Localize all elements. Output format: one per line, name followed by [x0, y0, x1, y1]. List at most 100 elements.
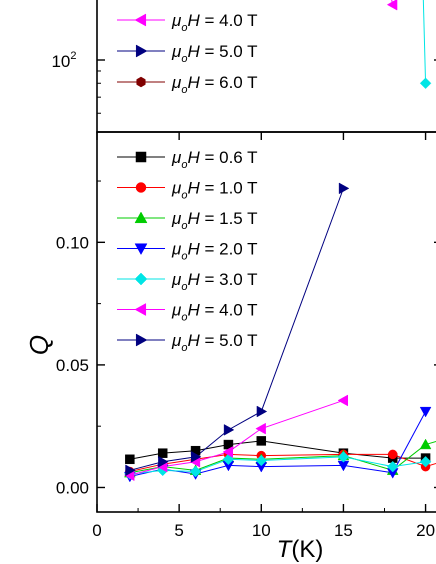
legend-label-2: μoH = 1.5 T: [171, 209, 258, 232]
x-tick-label-4: 20: [416, 521, 435, 540]
x-tick-label-3: 15: [334, 521, 353, 540]
mu-symbol: μ: [171, 331, 182, 350]
mu-symbol: μ: [171, 270, 182, 289]
field-symbol: H: [187, 179, 200, 198]
top-point-3-1: [419, 77, 432, 90]
field-symbol: H: [187, 73, 200, 92]
legend-marker-5: [134, 303, 147, 316]
legend-value: = 4.0 T: [200, 301, 258, 320]
legend-value: = 5.0 T: [200, 331, 258, 350]
legend-label-6: μoH = 5.0 T: [171, 331, 258, 354]
top-series-lines: [391, 0, 427, 84]
top-legend-label-2: μoH = 6.0 T: [171, 73, 258, 96]
mu-subscript: o: [181, 281, 187, 293]
series-line-3: [129, 411, 427, 477]
y-tick-label-2: 0.10: [56, 233, 89, 252]
legend-value: = 4.0 T: [200, 11, 258, 30]
field-symbol: H: [187, 11, 200, 30]
field-symbol: H: [187, 270, 200, 289]
series-line-0: [129, 440, 426, 460]
top-legend-marker-1: [135, 44, 148, 58]
data-point-4-6: [386, 460, 399, 473]
data-point-4-2: [189, 465, 202, 478]
mu-subscript: o: [181, 251, 187, 263]
legend-marker-2: [134, 211, 148, 224]
top-ytick-label-0: 102: [51, 50, 76, 71]
top-ytick-exponent: 2: [70, 50, 76, 62]
y-tick-label-0: 0.00: [56, 478, 89, 497]
mu-symbol: μ: [171, 240, 182, 259]
data-point-4-4: [255, 454, 268, 467]
data-point-6-4: [256, 405, 268, 418]
field-symbol: H: [187, 240, 200, 259]
data-point-3-7: [419, 406, 432, 418]
data-point-6-0: [125, 464, 136, 477]
mu-symbol: μ: [171, 209, 182, 228]
data-point-6-1: [158, 455, 169, 468]
legend-value: = 6.0 T: [200, 73, 258, 92]
mu-subscript: o: [181, 190, 187, 202]
mu-symbol: μ: [171, 42, 182, 61]
mu-symbol: μ: [171, 179, 182, 198]
mu-subscript: o: [181, 22, 187, 34]
legend-label-4: μoH = 3.0 T: [171, 270, 258, 293]
mu-subscript: o: [181, 220, 187, 232]
bottom-panel-frame: [96, 131, 436, 513]
legend-label-5: μoH = 4.0 T: [171, 301, 258, 324]
mu-symbol: μ: [171, 301, 182, 320]
data-point-5-3: [222, 446, 233, 458]
legend-value: = 2.0 T: [200, 240, 258, 259]
top-y-ticks: 102: [51, 50, 436, 114]
mu-symbol: μ: [171, 11, 182, 30]
top-point-0-1: [386, 0, 398, 11]
x-axis-label-symbol: T: [277, 536, 294, 563]
field-symbol: H: [187, 209, 200, 228]
top-legend-label-1: μoH = 5.0 T: [171, 42, 258, 65]
data-point-0-0: [125, 454, 135, 465]
legend-value: = 1.0 T: [200, 179, 258, 198]
field-symbol: H: [187, 148, 200, 167]
data-point-2-7: [419, 438, 432, 450]
top-legend-label-0: μoH = 4.0 T: [171, 11, 258, 34]
data-point-0-1: [157, 448, 168, 458]
series-line-5: [129, 399, 344, 476]
mu-subscript: o: [181, 159, 187, 171]
legend-value: = 3.0 T: [200, 270, 258, 289]
y-tick-label-1: 0.05: [56, 356, 89, 375]
data-point-6-3: [223, 424, 235, 436]
mu-subscript: o: [181, 84, 187, 96]
data-point-1-6: [387, 449, 398, 460]
mu-symbol: μ: [171, 148, 182, 167]
x-axis-label-unit: (K): [291, 536, 323, 563]
legend-label-0: μoH = 0.6 T: [171, 148, 258, 171]
mu-symbol: μ: [171, 73, 182, 92]
data-point-6-5: [338, 182, 350, 195]
mu-subscript: o: [181, 342, 187, 354]
field-symbol: H: [187, 42, 200, 61]
data-point-4-7: [419, 455, 432, 468]
data-point-5-4: [255, 422, 266, 435]
mu-subscript: o: [181, 53, 187, 65]
x-axis-ticks: 0 5 10 15 20: [92, 132, 435, 540]
x-axis-label: T(K): [277, 536, 324, 563]
top-series-markers: [386, 0, 432, 90]
legend-label-1: μoH = 1.0 T: [171, 179, 258, 202]
data-point-4-5: [337, 451, 350, 463]
legend-marker-1: [135, 182, 147, 193]
data-point-5-5: [337, 394, 348, 407]
legend-value: = 1.5 T: [200, 209, 258, 228]
legend-marker-3: [134, 243, 148, 256]
legend-value: = 5.0 T: [200, 42, 258, 61]
top-line-3: [422, 0, 427, 84]
data-point-0-4: [256, 436, 267, 446]
legend-marker-4: [134, 272, 148, 286]
legend-label-3: μoH = 2.0 T: [171, 240, 258, 263]
legend-marker-0: [135, 151, 147, 163]
field-symbol: H: [187, 301, 200, 320]
x-tick-label-2: 10: [252, 521, 271, 540]
